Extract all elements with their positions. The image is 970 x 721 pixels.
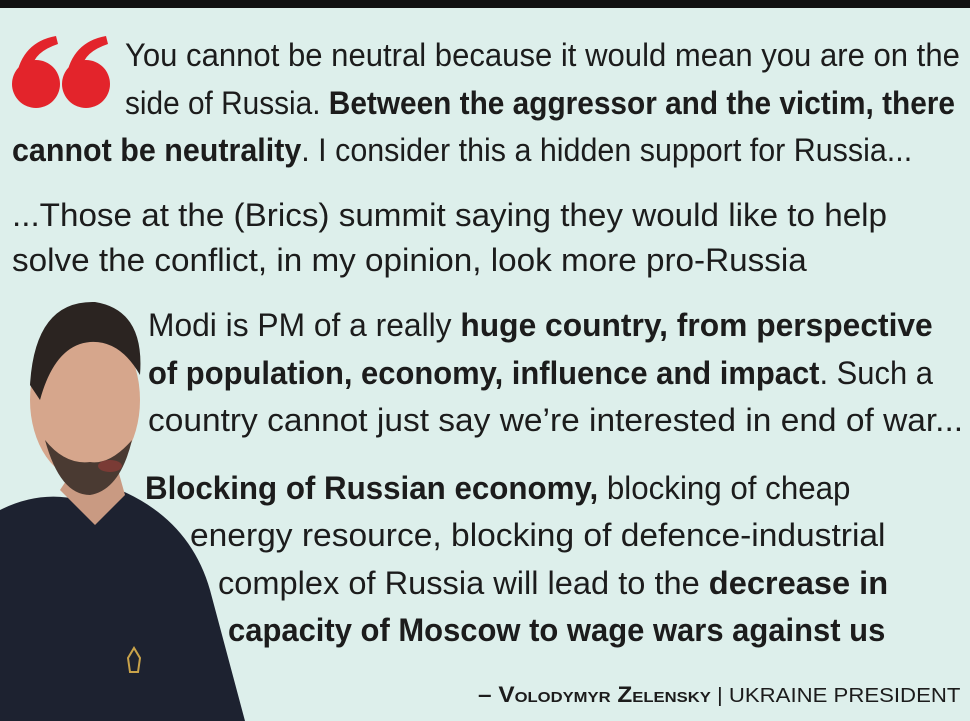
bold-text: huge country, from perspective: [460, 307, 933, 343]
quote-line: solve the conflict, in my opinion, look …: [12, 240, 807, 280]
quote-line: Blocking of Russian economy, blocking of…: [145, 468, 850, 508]
text: Modi is PM of a really: [148, 307, 461, 343]
quote-line: side of Russia. Between the aggressor an…: [125, 83, 955, 123]
quote-line: of population, economy, influence and im…: [148, 353, 933, 393]
bold-text: of population, economy, influence and im…: [148, 355, 820, 391]
author-role: UKRAINE PRESIDENT: [728, 685, 961, 707]
bold-text: capacity of Moscow to wage wars against …: [228, 612, 886, 648]
text: . I consider this a hidden support for R…: [301, 132, 913, 168]
text: . Such a: [819, 355, 933, 391]
quote-mark: [12, 36, 110, 108]
bold-text: cannot be neutrality: [12, 132, 302, 168]
quote-line: country cannot just say we’re interested…: [148, 400, 963, 440]
bold-text: Between the aggressor and the victim, th…: [328, 85, 955, 121]
quote-line: complex of Russia will lead to the decre…: [218, 563, 888, 603]
portrait: [0, 301, 245, 721]
bold-text: decrease in: [708, 565, 889, 601]
attribution: – Volodymyr Zelensky | UKRAINE PRESIDENT: [478, 682, 960, 708]
text: country cannot just say we’re interested…: [148, 402, 964, 438]
text: ...Those at the (Brics) summit saying th…: [12, 197, 888, 233]
quote-line: cannot be neutrality. I consider this a …: [12, 130, 912, 170]
text: You cannot be neutral because it would m…: [125, 37, 960, 73]
separator: |: [716, 685, 723, 707]
quote-line: capacity of Moscow to wage wars against …: [228, 610, 885, 650]
text: blocking of cheap: [598, 470, 851, 506]
top-border: [0, 0, 970, 8]
text: solve the conflict, in my opinion, look …: [12, 242, 807, 278]
text: complex of Russia will lead to the: [218, 565, 709, 601]
quote-line: Modi is PM of a really huge country, fro…: [148, 305, 933, 345]
text: side of Russia.: [125, 85, 329, 121]
text: energy resource, blocking of defence-ind…: [190, 517, 886, 553]
author-name: – Volodymyr Zelensky: [478, 682, 711, 707]
bold-text: Blocking of Russian economy,: [145, 470, 599, 506]
quote-line: energy resource, blocking of defence-ind…: [190, 515, 886, 555]
quote-line: ...Those at the (Brics) summit saying th…: [12, 195, 887, 235]
quote-line: You cannot be neutral because it would m…: [125, 35, 960, 75]
